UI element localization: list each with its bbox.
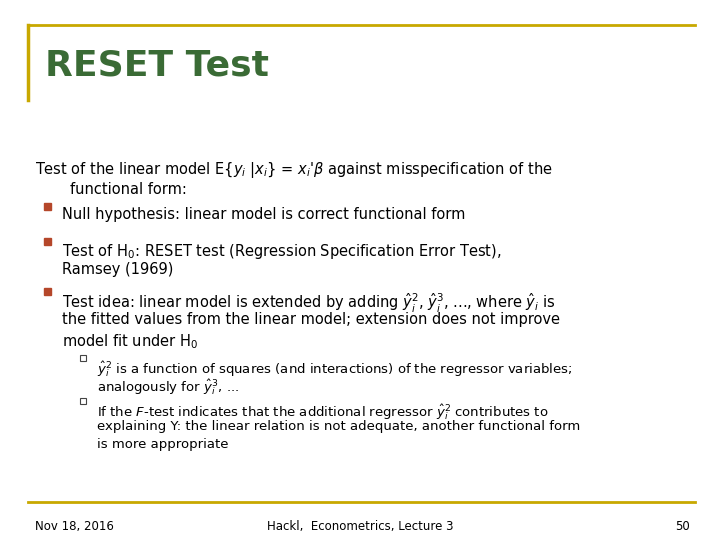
Text: If the $\mathit{F}$-test indicates that the additional regressor $\hat{y}_i^2$ c: If the $\mathit{F}$-test indicates that … bbox=[97, 402, 549, 422]
Text: Test of the linear model E{$y_i$ |$x_i$} = $x_i$'$\beta$ against misspecificatio: Test of the linear model E{$y_i$ |$x_i$}… bbox=[35, 160, 553, 180]
Text: Ramsey (1969): Ramsey (1969) bbox=[62, 262, 174, 277]
Text: explaining Y: the linear relation is not adequate, another functional form: explaining Y: the linear relation is not… bbox=[97, 420, 580, 433]
Text: is more appropriate: is more appropriate bbox=[97, 438, 228, 451]
Bar bbox=[80, 398, 86, 404]
Text: Null hypothesis: linear model is correct functional form: Null hypothesis: linear model is correct… bbox=[62, 207, 465, 222]
Text: Nov 18, 2016: Nov 18, 2016 bbox=[35, 520, 114, 533]
Text: $\hat{y}_i^2$ is a function of squares (and interactions) of the regressor varia: $\hat{y}_i^2$ is a function of squares (… bbox=[97, 359, 572, 379]
Bar bbox=[43, 287, 50, 294]
Text: functional form:: functional form: bbox=[70, 182, 187, 197]
Bar bbox=[43, 202, 50, 210]
Text: the fitted values from the linear model; extension does not improve: the fitted values from the linear model;… bbox=[62, 312, 560, 327]
Bar bbox=[43, 238, 50, 245]
Text: Test of H$_0$: RESET test (Regression Specification Error Test),: Test of H$_0$: RESET test (Regression Sp… bbox=[62, 242, 502, 261]
Text: RESET Test: RESET Test bbox=[45, 48, 269, 82]
Text: Test idea: linear model is extended by adding $\hat{y}_i^2$, $\hat{y}_i^3$, ...,: Test idea: linear model is extended by a… bbox=[62, 292, 556, 315]
Text: model fit under H$_0$: model fit under H$_0$ bbox=[62, 332, 198, 350]
Text: Hackl,  Econometrics, Lecture 3: Hackl, Econometrics, Lecture 3 bbox=[266, 520, 454, 533]
Bar bbox=[80, 355, 86, 361]
Text: 50: 50 bbox=[675, 520, 690, 533]
Text: analogously for $\hat{y}_i^3$, ...: analogously for $\hat{y}_i^3$, ... bbox=[97, 377, 239, 397]
